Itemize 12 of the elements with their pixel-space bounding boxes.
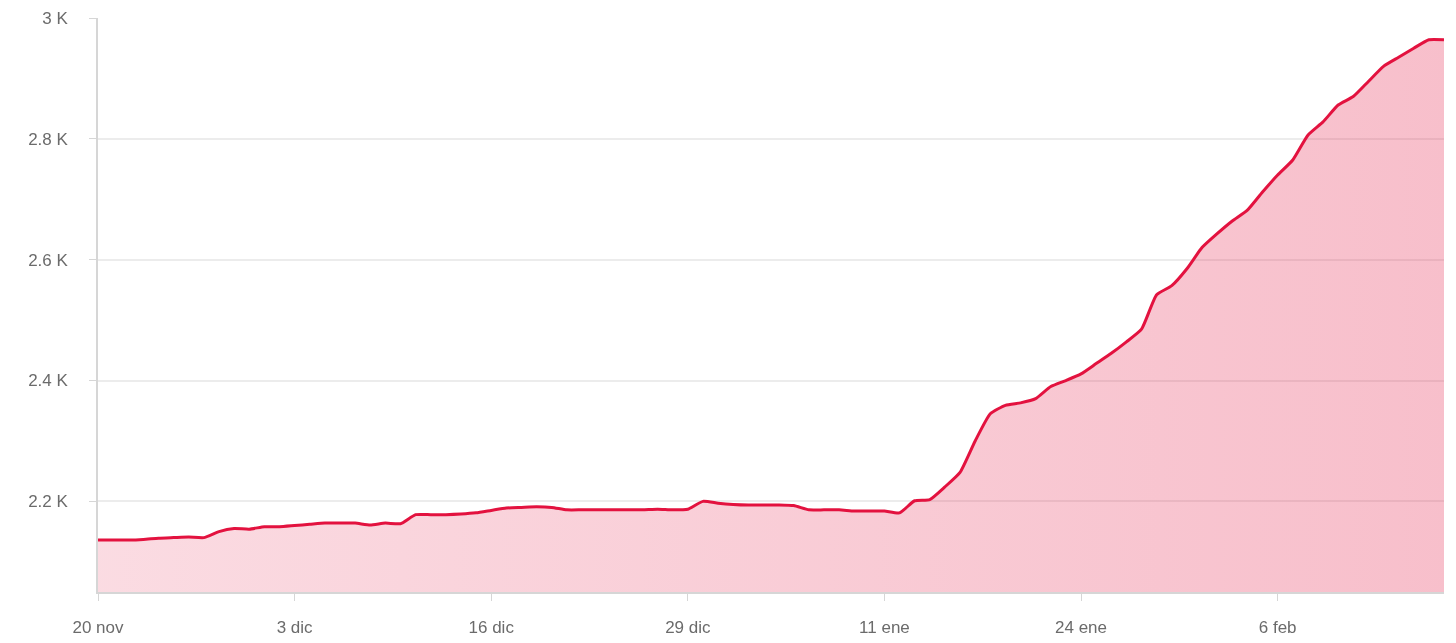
x-tick-label: 24 ene — [1055, 618, 1108, 638]
x-tick-label: 6 feb — [1258, 618, 1297, 638]
x-tick-label: 16 dic — [468, 618, 515, 638]
y-tick-label: 2.2 K — [28, 492, 69, 512]
x-tick-label: 11 ene — [859, 618, 910, 638]
x-tick-label: 29 dic — [665, 618, 711, 638]
y-tick-label: 2.8 K — [28, 129, 69, 149]
y-tick-label: 2.4 K — [28, 371, 69, 391]
y-tick-label: 3 K — [42, 8, 69, 28]
x-tick-label: 20 nov — [72, 618, 125, 638]
x-tick-label: 3 dic — [276, 618, 314, 638]
y-tick-label: 2.6 K — [28, 250, 69, 270]
